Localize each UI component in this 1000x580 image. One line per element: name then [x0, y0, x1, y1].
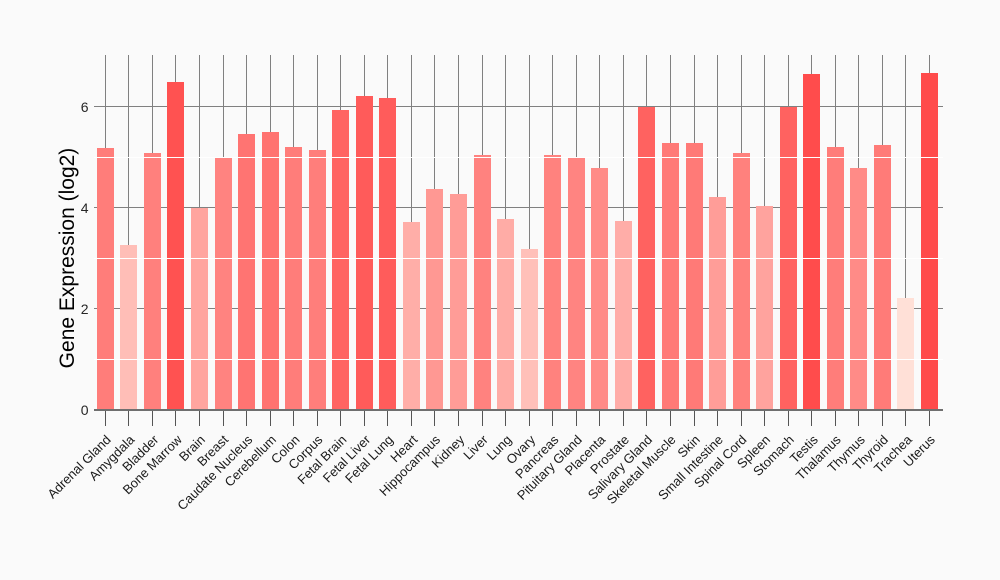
bar: [850, 168, 868, 410]
vertical-gridline: [905, 55, 907, 410]
x-axis-tick: [528, 410, 530, 426]
bar: [355, 95, 373, 410]
x-axis-tick: [905, 410, 907, 426]
bar: [614, 220, 632, 410]
x-axis-tick: [410, 410, 412, 426]
x-axis-tick: [434, 410, 436, 426]
bar: [473, 155, 491, 410]
bar: [402, 222, 420, 410]
x-axis-tick: [669, 410, 671, 426]
bar: [450, 194, 468, 410]
x-axis-tick: [787, 410, 789, 426]
x-axis-tick: [222, 410, 224, 426]
y-tick-label: 4: [80, 199, 89, 216]
bar: [120, 245, 138, 410]
x-axis-tick: [458, 410, 460, 426]
x-axis-tick: [387, 410, 389, 426]
bar: [497, 218, 515, 410]
x-tick-label: Liver: [460, 432, 491, 463]
minor-gridline: [93, 257, 943, 259]
x-axis-tick: [505, 410, 507, 426]
bar: [214, 157, 232, 410]
y-tick-label: 0: [80, 402, 89, 418]
x-axis-tick: [881, 410, 883, 426]
bar: [732, 153, 750, 410]
x-axis-tick: [622, 410, 624, 426]
x-axis-tick: [198, 410, 200, 426]
x-axis-line: [93, 409, 943, 411]
x-axis-tick: [269, 410, 271, 426]
x-axis-tick: [717, 410, 719, 426]
bar: [873, 145, 891, 410]
bar: [426, 188, 444, 410]
minor-gridline: [93, 156, 943, 158]
x-axis-tick: [128, 410, 130, 426]
minor-gridline: [93, 358, 943, 360]
x-axis-tick: [246, 410, 248, 426]
vertical-gridline: [528, 55, 530, 410]
x-axis-tick: [599, 410, 601, 426]
x-axis-tick: [929, 410, 931, 426]
bar: [96, 147, 114, 410]
x-axis-tick: [316, 410, 318, 426]
bar: [238, 134, 256, 410]
x-axis-tick: [151, 410, 153, 426]
x-axis-tick: [175, 410, 177, 426]
vertical-gridline: [128, 55, 130, 410]
bar: [661, 143, 679, 410]
bar: [285, 147, 303, 410]
major-gridline: [93, 308, 943, 310]
x-axis-tick: [363, 410, 365, 426]
x-axis-tick: [834, 410, 836, 426]
major-gridline: [93, 207, 943, 209]
bar: [544, 154, 562, 410]
bar: [379, 98, 397, 410]
bar: [308, 149, 326, 410]
bar: [826, 147, 844, 410]
x-axis-tick: [293, 410, 295, 426]
y-tick-label: 6: [80, 98, 89, 115]
x-axis-tick: [858, 410, 860, 426]
y-tick-label: 2: [80, 300, 89, 317]
x-axis-tick: [740, 410, 742, 426]
bar: [756, 205, 774, 410]
bar: [709, 196, 727, 410]
bar: [167, 82, 185, 410]
x-axis-tick: [693, 410, 695, 426]
bar: [332, 109, 350, 410]
bar: [520, 249, 538, 410]
x-axis-tick: [811, 410, 813, 426]
bar: [143, 152, 161, 410]
bar: [567, 158, 585, 410]
bar: [803, 73, 821, 410]
major-gridline: [93, 106, 943, 108]
x-axis-tick: [104, 410, 106, 426]
bar: [190, 207, 208, 410]
x-axis-tick: [646, 410, 648, 426]
x-axis-tick: [552, 410, 554, 426]
x-axis-tick: [764, 410, 766, 426]
x-axis-tick: [481, 410, 483, 426]
bar: [591, 168, 609, 410]
bar: [897, 297, 915, 410]
x-axis-tick: [575, 410, 577, 426]
bar: [261, 131, 279, 410]
bar: [685, 142, 703, 410]
y-axis-title: Gene Expression (log2): [56, 147, 79, 369]
x-axis-tick: [340, 410, 342, 426]
